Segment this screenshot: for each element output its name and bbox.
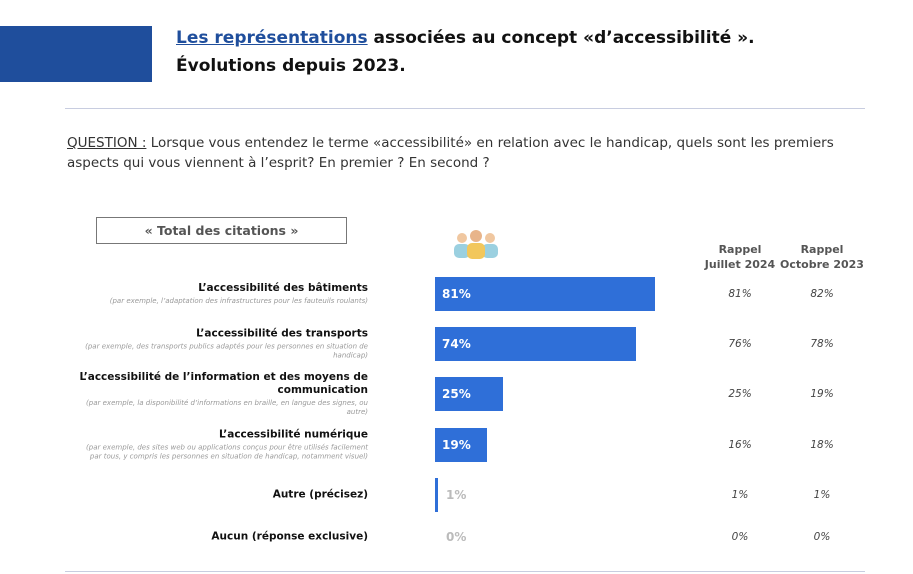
category-label: L’accessibilité de l’information et des … [79,371,368,396]
title: Les représentations associées au concept… [176,24,755,80]
category: L’accessibilité des transports (par exemp… [78,328,368,361]
value-label: 74% [442,337,471,351]
category: Aucun (réponse exclusive) [78,531,368,544]
value-label: 19% [442,438,471,452]
recall-value: 0% [731,531,749,543]
category-description: (par exemple, des transports publics ada… [85,342,368,360]
bar [435,428,487,462]
category: L’accessibilité des bâtiments (par exempl… [78,282,368,306]
value-label: 1% [446,488,467,502]
category-description: (par exemple, l’adaptation des infrastru… [109,297,368,305]
divider [65,108,865,109]
recall-value: 78% [810,338,834,350]
category-description: (par exemple, des sites web ou applicati… [86,443,368,461]
recall-header-line: Juillet 2024 [704,258,776,271]
recall-header: Rappel Juillet 2024 [695,242,785,272]
recall-value: 82% [810,288,834,300]
recall-value: 81% [728,288,752,300]
bar [435,377,503,411]
recall-header-line: Rappel [800,243,844,256]
recall-value: 1% [731,489,749,501]
question: QUESTION : Lorsque vous entendez le term… [67,133,867,173]
category-label: Aucun (réponse exclusive) [211,530,368,543]
category-description: (par exemple, la disponibilité d’informa… [86,399,368,416]
title-text: associées au concept «d’accessibilité ». [373,28,755,48]
subtitle: Évolutions depuis 2023. [176,56,406,76]
recall-header-line: Octobre 2023 [780,258,864,271]
recall-value: 76% [728,338,752,350]
category-label: L’accessibilité des transports [196,327,368,340]
category-label: L’accessibilité des bâtiments [198,282,368,294]
bar [435,327,637,361]
value-label: 81% [442,287,471,301]
category-label: Autre (précisez) [272,488,368,501]
bar [435,478,438,512]
header-block [0,26,152,82]
recall-value: 18% [810,439,834,451]
category: L’accessibilité numérique (par exemple, d… [78,429,368,462]
category: Autre (précisez) [78,489,368,502]
recall-header-line: Rappel [718,243,762,256]
recall-header: Rappel Octobre 2023 [777,242,867,272]
category-label: L’accessibilité numérique [218,428,368,441]
recall-value: 19% [810,388,834,400]
total-box: « Total des citations » [96,217,347,244]
recall-value: 25% [728,388,752,400]
title-link: Les représentations [176,28,368,48]
category: L’accessibilité de l’information et des … [78,371,368,417]
question-text: Lorsque vous entendez le terme «accessib… [67,135,834,171]
bar [435,277,656,311]
recall-value: 1% [813,489,831,501]
people-icon [454,230,498,259]
recall-value: 16% [728,439,752,451]
question-label: QUESTION : [67,135,147,151]
recall-value: 0% [813,531,831,543]
value-label: 25% [442,387,471,401]
value-label: 0% [446,530,467,544]
divider [65,571,865,572]
